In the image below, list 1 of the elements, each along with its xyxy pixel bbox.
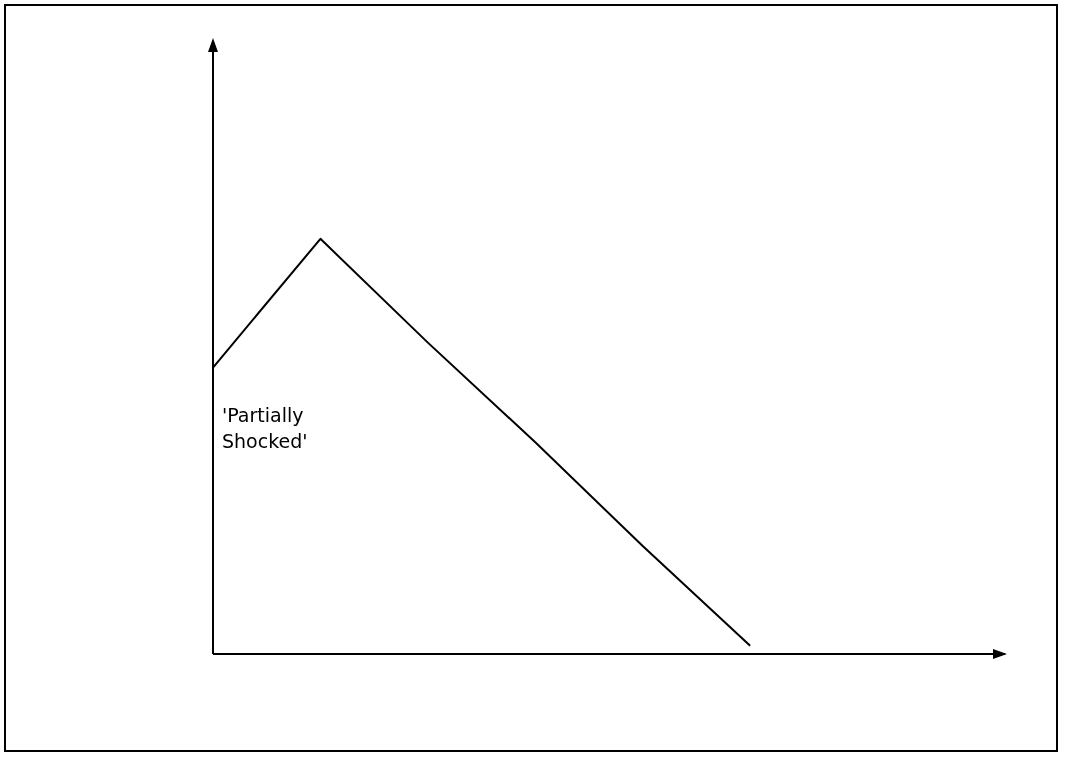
annotation: 'Partially Shocked' [222,403,309,454]
